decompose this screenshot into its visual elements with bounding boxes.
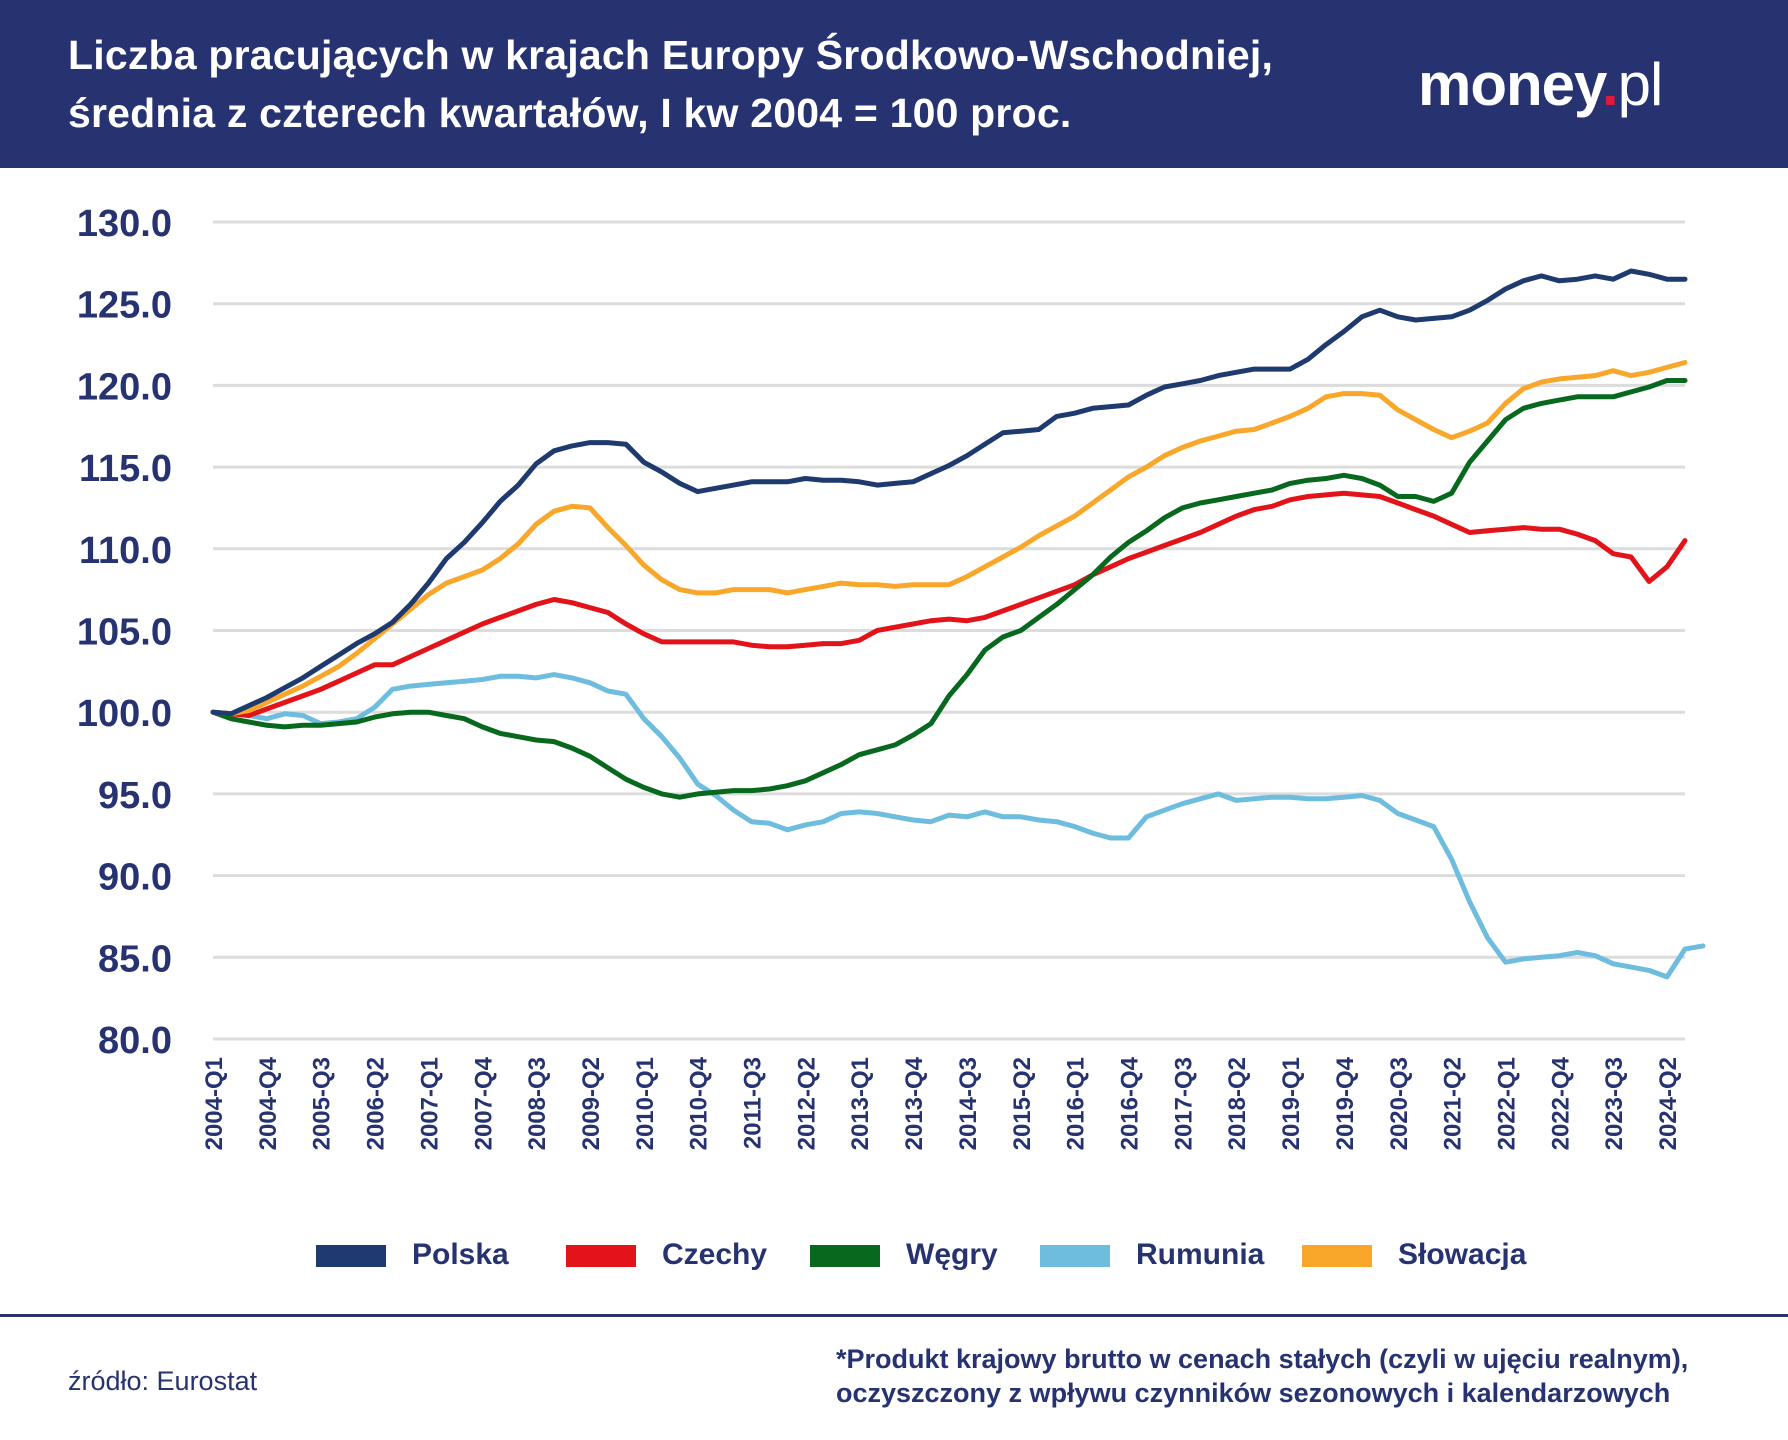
y-tick-label: 100.0: [77, 693, 172, 735]
legend-label: Rumunia: [1136, 1238, 1265, 1271]
y-tick-label: 85.0: [98, 938, 172, 980]
x-tick-label: 2024-Q2: [1655, 1057, 1682, 1150]
y-axis-tick-labels: 80.0 85.0 90.0 95.0 100.0 105.0 110.0 115.0 120.…: [77, 203, 172, 1062]
source-note: źródło: Eurostat: [68, 1366, 258, 1396]
footer-divider: [0, 1314, 1788, 1317]
y-tick-label: 80.0: [98, 1020, 172, 1062]
x-tick-label: 2019-Q1: [1278, 1057, 1305, 1150]
x-tick-label: 2013-Q4: [901, 1056, 928, 1150]
y-tick-label: 120.0: [77, 366, 172, 408]
logo-dot: .: [1601, 51, 1619, 118]
series-lines: [210, 268, 1706, 980]
y-tick-label: 125.0: [77, 285, 172, 327]
series-line-polska: [210, 268, 1688, 717]
y-tick-label: 105.0: [77, 612, 172, 654]
x-tick-label: 2020-Q3: [1386, 1057, 1413, 1150]
legend-label: Słowacja: [1398, 1238, 1527, 1271]
legend-swatch: [566, 1245, 636, 1267]
x-tick-label: 2013-Q1: [847, 1057, 874, 1150]
legend: Polska Czechy Węgry Rumunia Słowacja: [0, 1230, 1788, 1280]
x-tick-label: 2006-Q2: [363, 1057, 390, 1150]
line-chart: 80.0 85.0 90.0 95.0 100.0 105.0 110.0 115.0 120.…: [77, 203, 1706, 1150]
footnote-line-1: *Produkt krajowy brutto w cenach stałych…: [836, 1344, 1689, 1374]
series-line-slowacja: [210, 360, 1688, 717]
x-tick-label: 2010-Q4: [686, 1056, 713, 1150]
money-pl-logo: money.pl: [1418, 50, 1664, 119]
x-tick-label: 2007-Q1: [416, 1057, 443, 1150]
legend-swatch: [810, 1245, 880, 1267]
grid-lines: [213, 220, 1685, 1041]
legend-label: Czechy: [662, 1238, 768, 1271]
x-tick-label: 2018-Q2: [1224, 1057, 1251, 1150]
y-tick-label: 90.0: [98, 857, 172, 899]
y-tick-label: 95.0: [98, 775, 172, 817]
legend-swatch: [1040, 1245, 1110, 1267]
x-tick-label: 2008-Q3: [524, 1057, 551, 1150]
x-tick-label: 2016-Q1: [1063, 1057, 1090, 1150]
logo-text: money: [1418, 51, 1603, 118]
legend-swatch: [1302, 1245, 1372, 1267]
x-tick-label: 2010-Q1: [632, 1057, 659, 1150]
x-tick-label: 2012-Q2: [793, 1057, 820, 1150]
x-tick-label: 2015-Q2: [1009, 1057, 1036, 1150]
x-tick-label: 2004-Q1: [201, 1057, 228, 1150]
y-tick-label: 110.0: [79, 530, 172, 572]
x-tick-label: 2005-Q3: [309, 1057, 336, 1150]
x-tick-label: 2023-Q3: [1601, 1057, 1628, 1150]
logo-suffix: pl: [1617, 51, 1664, 118]
x-tick-label: 2009-Q2: [578, 1057, 605, 1150]
x-tick-label: 2004-Q4: [255, 1056, 282, 1150]
x-tick-label: 2007-Q4: [470, 1056, 497, 1150]
x-tick-label: 2016-Q4: [1117, 1056, 1144, 1150]
x-tick-label: 2017-Q3: [1170, 1057, 1197, 1150]
series-line-rumunia: [210, 672, 1706, 980]
y-tick-label: 130.0: [77, 203, 172, 245]
series-line-czechy: [210, 490, 1688, 718]
x-axis-tick-labels: 2004-Q1 2004-Q4 2005-Q3 2006-Q2 2007-Q1 2007-…: [201, 1056, 1682, 1150]
series-line-wegry: [210, 378, 1688, 800]
header-banner: Liczba pracujących w krajach Europy Środ…: [0, 0, 1788, 168]
x-tick-label: 2019-Q4: [1332, 1056, 1359, 1150]
chart-title-line-2: średnia z czterech kwartałów, I kw 2004 …: [68, 90, 1072, 136]
x-tick-label: 2022-Q1: [1493, 1057, 1520, 1150]
legend-label: Polska: [412, 1238, 509, 1271]
x-tick-label: 2014-Q3: [955, 1057, 982, 1150]
x-tick-label: 2021-Q2: [1440, 1057, 1467, 1150]
legend-swatch: [316, 1245, 386, 1267]
y-tick-label: 115.0: [79, 448, 172, 490]
x-tick-label: 2022-Q4: [1547, 1056, 1574, 1150]
footnote-line-2: oczyszczony z wpływu czynników sezonowyc…: [836, 1378, 1671, 1408]
chart-title-line-1: Liczba pracujących w krajach Europy Środ…: [68, 32, 1274, 78]
legend-label: Węgry: [906, 1238, 998, 1271]
x-tick-label: 2011-Q3: [740, 1057, 767, 1149]
